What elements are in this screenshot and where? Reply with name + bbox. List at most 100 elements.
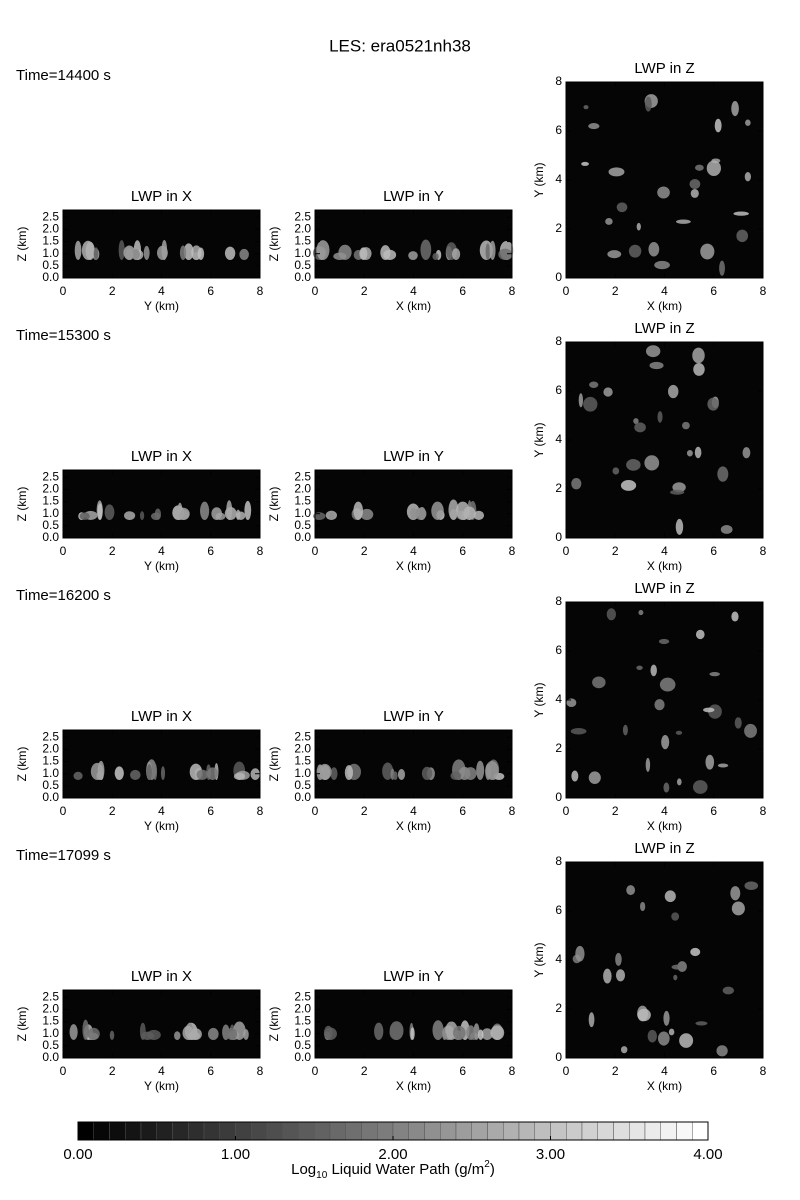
y-axis-label: Y (km) [532,422,546,457]
y-tick-label: 4 [555,952,562,966]
cloud [382,762,394,781]
cloud [153,763,158,781]
y-tick-label: 2.5 [294,469,311,483]
colorbar-cell [266,1121,283,1141]
colorbar-cell [518,1121,535,1141]
y-tick-label: 2.5 [42,989,59,1003]
cloud [745,119,751,126]
y-tick-label: 1.5 [42,754,59,768]
x-tick-label: 8 [509,804,516,818]
cloud [722,986,734,995]
y-tick-label: 2.0 [42,222,59,236]
colorbar-cell [314,1121,331,1141]
cloud [74,240,82,260]
cloud [676,219,691,224]
cloud [658,638,670,645]
cloud [650,664,657,677]
cloud [636,222,641,231]
cloud [657,411,663,423]
cloud [130,769,141,781]
colorbar-cell [440,1121,457,1141]
cloud [744,723,757,738]
x-axis-label: Y (km) [144,559,179,573]
cloud [570,728,587,735]
y-tick-label: 6 [555,383,562,397]
cloud [244,500,252,520]
cloud [318,763,332,781]
x-tick-label: 4 [410,1064,417,1078]
x-tick-label: 8 [509,1064,516,1078]
cloud [360,508,374,520]
cloud [87,1027,100,1041]
cloud [682,421,690,430]
y-tick-label: 2 [555,221,562,235]
colorbar-cell [172,1121,189,1141]
x-axis-label: X (km) [396,299,431,313]
cloud [714,118,722,133]
x-axis-label: X (km) [647,819,682,833]
cloud [649,361,664,370]
y-tick-label: 1.0 [294,246,311,260]
y-tick-label: 2.0 [42,742,59,756]
x-tick-label: 8 [257,544,264,558]
cloud [706,160,721,177]
cloud [344,765,354,780]
colorbar-tick-label: 2.00 [378,1146,407,1163]
colorbar-label-part: 2 [484,1159,490,1170]
cloud [692,347,705,364]
cloud [566,698,577,708]
panel-image [315,210,512,278]
cloud [644,455,660,471]
cloud [323,1027,337,1041]
colorbar-cell [471,1121,488,1141]
cloud [637,1008,651,1022]
y-tick-label: 2.5 [42,469,59,483]
x-tick-label: 4 [661,544,668,558]
cloud [380,245,391,260]
cloud [79,512,90,520]
cloud [605,218,613,225]
y-tick-label: 0.0 [294,270,311,284]
cloud [633,418,639,424]
y-tick-label: 0.5 [294,1038,311,1052]
cloud [410,507,417,520]
cloud [695,629,705,640]
colorbar-cell [581,1121,598,1141]
cloud [449,509,458,520]
y-tick-label: 6 [555,123,562,137]
colorbar-cell [93,1121,110,1141]
cloud [450,771,462,780]
cloud [659,677,676,692]
x-axis-label: Y (km) [144,299,179,313]
cloud [671,912,680,921]
cloud [207,767,218,781]
y-tick-label: 1.0 [42,506,59,520]
cloud [670,489,685,495]
panel-title: LWP in X [131,188,192,205]
cloud [118,240,125,260]
cloud [675,518,684,535]
x-tick-label: 2 [109,544,116,558]
cloud [603,387,613,397]
cloud [671,964,685,970]
cloud [329,511,334,520]
colorbar-cell [235,1121,252,1141]
x-tick-label: 8 [760,1064,767,1078]
cloud [575,945,585,962]
cloud [333,252,347,260]
y-tick-label: 0.5 [294,258,311,272]
cloud [603,968,612,984]
y-tick-label: 1.5 [294,754,311,768]
y-tick-label: 1.5 [294,1014,311,1028]
x-tick-label: 4 [158,284,165,298]
cloud [705,754,715,770]
x-tick-label: 0 [60,804,67,818]
colorbar-cell [188,1121,205,1141]
panel-image [315,990,512,1058]
panel-title: LWP in Y [383,188,444,205]
colorbar-cell [566,1121,583,1141]
y-tick-label: 0 [555,1050,562,1064]
y-tick-label: 1.0 [294,1026,311,1040]
